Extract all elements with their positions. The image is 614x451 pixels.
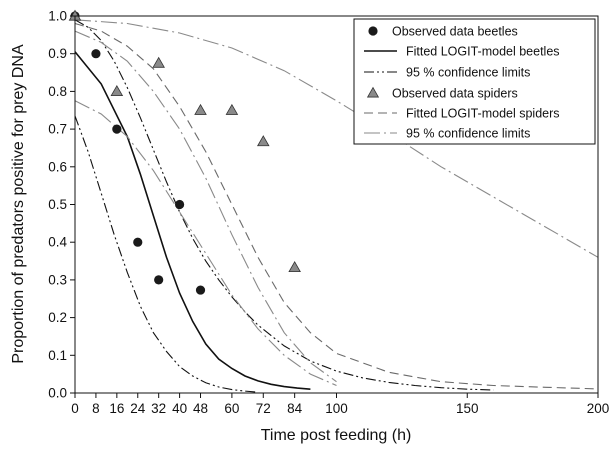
y-tick-label: 0.8 <box>48 84 67 99</box>
legend-label: 95 % confidence limits <box>406 66 530 80</box>
legend-box <box>353 18 596 145</box>
spider-point <box>110 84 124 96</box>
x-tick-label: 0 <box>71 401 79 416</box>
x-tick-label: 60 <box>224 401 239 416</box>
spider-point <box>256 135 270 147</box>
series-line-2 <box>74 115 259 393</box>
series-line-3 <box>74 19 494 391</box>
legend-label: Fitted LOGIT-model beetles <box>406 45 560 59</box>
beetle-point <box>195 285 206 295</box>
legend-label: Observed data spiders <box>392 87 518 101</box>
series-line-1 <box>74 51 311 390</box>
x-tick-label: 32 <box>151 401 166 416</box>
x-tick-label: 150 <box>456 401 479 416</box>
x-tick-label: 100 <box>325 401 348 416</box>
beetle-point <box>91 49 101 59</box>
plot-points <box>68 9 301 295</box>
x-axis: 0 8 16 24 32 40 48 60 72 84 100 150 200 <box>71 393 609 416</box>
legend-triangle-marker <box>366 86 380 98</box>
beetle-point <box>154 275 164 285</box>
x-tick-label: 8 <box>92 401 100 416</box>
x-tick-label: 40 <box>172 401 187 416</box>
spider-point <box>288 261 301 273</box>
series-line-6 <box>74 30 337 383</box>
legend: Observed data beetles Fitted LOGIT-model … <box>353 18 596 145</box>
legend-label: 95 % confidence limits <box>406 127 530 141</box>
x-axis-title: Time post feeding (h) <box>261 427 412 444</box>
spider-point <box>194 103 207 115</box>
y-tick-label: 0.9 <box>48 46 67 61</box>
y-tick-label: 0.1 <box>48 348 67 363</box>
y-tick-label: 0.5 <box>48 197 67 212</box>
y-tick-label: 0.0 <box>48 386 67 401</box>
x-tick-label: 72 <box>256 401 271 416</box>
y-tick-label: 0.2 <box>48 310 67 325</box>
x-tick-label: 24 <box>130 401 146 416</box>
spider-point <box>225 103 239 115</box>
legend-label: Observed data beetles <box>392 25 518 39</box>
plot-lines <box>74 19 599 393</box>
y-axis: 0.0 0.1 0.2 0.3 0.4 0.5 0.6 0.7 0.8 0.9 1.0 <box>48 9 75 401</box>
x-tick-label: 84 <box>287 401 303 416</box>
legend-circle-marker <box>368 26 378 36</box>
beetle-point <box>175 199 185 210</box>
y-tick-label: 0.7 <box>48 122 67 137</box>
y-tick-label: 0.4 <box>48 235 67 250</box>
y-tick-label: 0.6 <box>48 159 67 174</box>
x-tick-label: 200 <box>587 401 610 416</box>
x-tick-label: 48 <box>193 401 208 416</box>
series-line-5 <box>74 22 599 390</box>
x-tick-label: 16 <box>109 401 124 416</box>
series-line-7 <box>74 19 599 258</box>
beetle-point <box>133 237 143 247</box>
y-tick-label: 0.3 <box>48 272 67 287</box>
y-axis-title: Proportion of predators positive for pre… <box>10 44 27 364</box>
legend-label: Fitted LOGIT-model spiders <box>406 107 560 121</box>
y-tick-label: 1.0 <box>48 9 67 24</box>
beetle-point <box>112 124 122 134</box>
spider-point <box>152 56 165 68</box>
